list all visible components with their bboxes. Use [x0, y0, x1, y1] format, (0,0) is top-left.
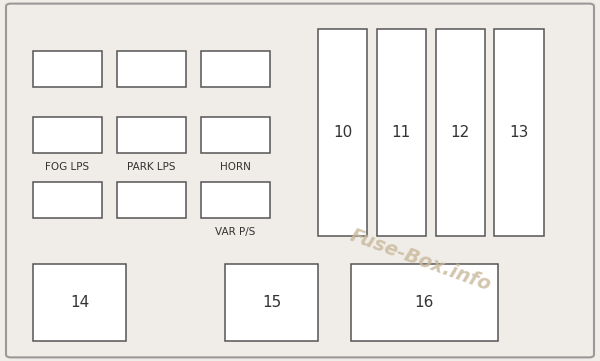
- Bar: [377, 29, 426, 236]
- Bar: [225, 264, 318, 341]
- Bar: [201, 51, 270, 87]
- Bar: [318, 29, 367, 236]
- Bar: [117, 51, 186, 87]
- Bar: [33, 182, 102, 218]
- Bar: [33, 117, 102, 153]
- Text: 15: 15: [262, 295, 281, 310]
- Bar: [201, 117, 270, 153]
- Text: 11: 11: [392, 125, 411, 140]
- Bar: [351, 264, 498, 341]
- Bar: [33, 51, 102, 87]
- Text: 12: 12: [451, 125, 470, 140]
- Text: HORN: HORN: [220, 162, 251, 173]
- Text: 10: 10: [333, 125, 352, 140]
- Bar: [117, 182, 186, 218]
- Bar: [201, 182, 270, 218]
- Text: FOG LPS: FOG LPS: [46, 162, 89, 173]
- Bar: [436, 29, 485, 236]
- Text: Fuse-Box.info: Fuse-Box.info: [347, 226, 493, 294]
- Text: 16: 16: [415, 295, 434, 310]
- Text: 13: 13: [509, 125, 529, 140]
- Text: 14: 14: [70, 295, 89, 310]
- Text: VAR P/S: VAR P/S: [215, 227, 256, 238]
- Bar: [117, 117, 186, 153]
- Bar: [33, 264, 126, 341]
- Text: PARK LPS: PARK LPS: [127, 162, 176, 173]
- Bar: [494, 29, 544, 236]
- FancyBboxPatch shape: [6, 4, 594, 357]
